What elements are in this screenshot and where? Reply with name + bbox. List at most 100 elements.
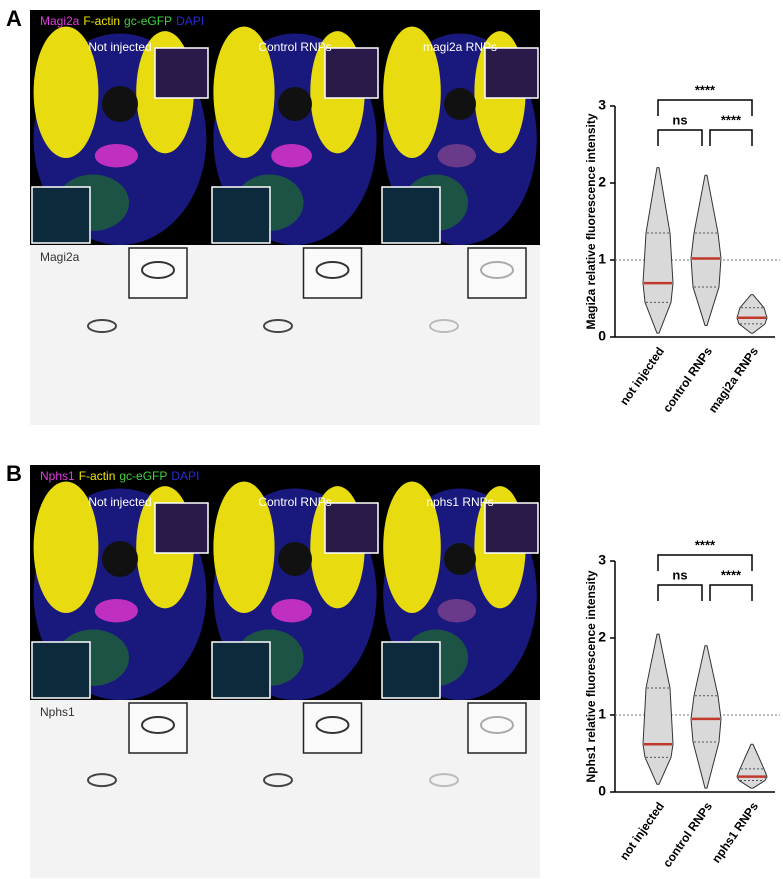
gray-inset <box>467 247 527 299</box>
significance-bracket <box>709 129 753 146</box>
glomerulus <box>94 598 138 623</box>
inset <box>381 186 441 244</box>
x-tick-label: not injected <box>617 345 667 408</box>
inset <box>381 641 441 699</box>
violin-body <box>690 645 722 789</box>
gray-signal <box>87 773 117 788</box>
stain-label: gc-eGFP <box>119 469 167 483</box>
gray-signal <box>480 716 514 734</box>
actin-muscle <box>383 26 441 159</box>
panel-letter: A <box>6 6 22 31</box>
gray-inset <box>128 702 188 754</box>
glomerulus <box>94 143 138 168</box>
y-tick-label: 3 <box>598 552 606 568</box>
inset <box>154 502 209 554</box>
violin-body <box>642 167 674 334</box>
y-tick-label: 3 <box>598 97 606 113</box>
significance-bracket <box>657 584 703 601</box>
glomerulus <box>271 598 312 623</box>
y-tick-label: 1 <box>598 706 606 722</box>
notochord <box>278 87 312 121</box>
gray-signal <box>263 773 293 788</box>
significance-label: **** <box>695 537 716 552</box>
significance-label: **** <box>721 112 742 127</box>
gray-signal <box>315 261 350 279</box>
x-tick-label: nphs1 RNPs <box>709 799 761 865</box>
image-title: magi2a RNPs <box>423 40 497 54</box>
gray-image-strip <box>30 245 540 425</box>
violin-body <box>736 743 768 789</box>
gray-signal <box>141 261 175 279</box>
significance-label: ns <box>672 112 687 127</box>
stain-label: gc-eGFP <box>124 14 172 28</box>
y-tick-label: 2 <box>598 174 606 190</box>
actin-muscle <box>213 481 275 614</box>
significance-label: ns <box>672 567 687 582</box>
stain-label: Magi2a <box>40 14 80 28</box>
y-tick-label: 0 <box>598 328 606 344</box>
actin-muscle <box>33 481 99 614</box>
gray-label: Nphs1 <box>40 705 75 719</box>
image-title: nphs1 RNPs <box>426 495 493 509</box>
stain-label: Nphs1 <box>40 469 75 483</box>
inset <box>324 502 379 554</box>
glomerulus <box>437 598 476 623</box>
panel-letter: B <box>6 461 22 486</box>
significance-bracket <box>657 99 753 116</box>
image-title: Control RNPs <box>258 495 331 509</box>
notochord <box>102 86 138 122</box>
gray-inset <box>128 247 188 299</box>
glomerulus <box>271 143 312 168</box>
inset <box>484 47 539 99</box>
stain-label: F-actin <box>83 14 120 28</box>
gray-label: Magi2a <box>40 250 80 264</box>
gray-signal <box>429 773 459 788</box>
significance-label: **** <box>695 82 716 97</box>
inset <box>324 47 379 99</box>
gray-signal <box>87 319 117 333</box>
gray-signal <box>480 261 514 279</box>
significance-bracket <box>709 584 753 601</box>
inset <box>31 641 91 699</box>
significance-bracket <box>657 129 703 146</box>
inset <box>31 186 91 244</box>
inset <box>484 502 539 554</box>
actin-muscle <box>33 26 99 159</box>
x-tick-label: not injected <box>617 800 667 863</box>
y-axis-label: Magi2a relative fluorescence intensity <box>584 113 598 329</box>
y-tick-label: 1 <box>598 251 606 267</box>
gray-signal <box>429 319 459 333</box>
stain-label: DAPI <box>171 469 199 483</box>
actin-muscle <box>213 26 275 159</box>
significance-bracket <box>657 554 753 571</box>
y-tick-label: 2 <box>598 629 606 645</box>
y-axis-label: Nphs1 relative fluorescence intensity <box>584 570 598 782</box>
image-title: Not injected <box>88 40 151 54</box>
notochord <box>278 542 312 576</box>
glomerulus <box>437 143 476 168</box>
gray-signal <box>315 716 350 734</box>
inset <box>211 186 271 244</box>
inset <box>211 641 271 699</box>
image-title: Control RNPs <box>258 40 331 54</box>
actin-muscle <box>383 481 441 614</box>
x-tick-label: control RNPs <box>660 799 715 870</box>
gray-inset <box>302 702 363 754</box>
significance-label: **** <box>721 567 742 582</box>
gray-signal <box>141 716 175 734</box>
violin-body <box>690 174 722 326</box>
gray-image-strip <box>30 700 540 878</box>
gray-inset <box>302 247 363 299</box>
notochord <box>444 543 476 575</box>
violin-body <box>642 633 674 785</box>
image-title: Not injected <box>88 495 151 509</box>
gray-signal <box>263 319 293 333</box>
y-tick-label: 0 <box>598 783 606 799</box>
stain-label: DAPI <box>176 14 204 28</box>
notochord <box>444 88 476 120</box>
gray-inset <box>467 702 527 754</box>
stain-label: F-actin <box>79 469 116 483</box>
notochord <box>102 541 138 577</box>
inset <box>154 47 209 99</box>
